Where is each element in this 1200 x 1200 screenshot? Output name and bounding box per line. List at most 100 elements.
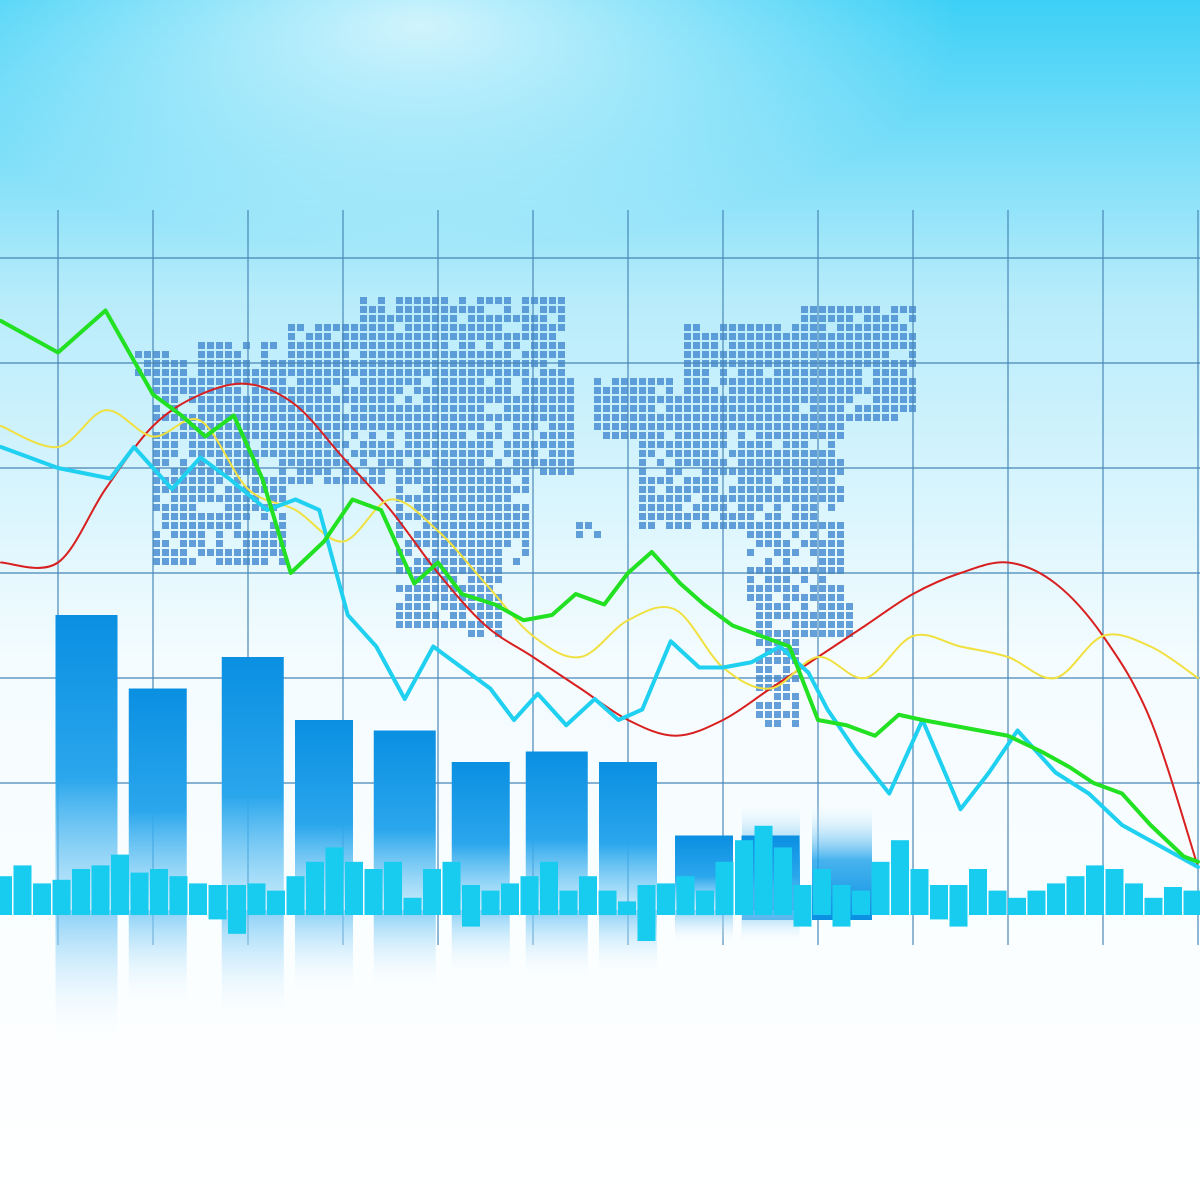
map-dot <box>531 324 538 331</box>
map-dot <box>396 306 403 313</box>
map-dot <box>315 459 322 466</box>
map-dot <box>396 405 403 412</box>
map-dot <box>765 432 772 439</box>
map-dot <box>189 513 196 520</box>
map-dot <box>423 297 430 304</box>
map-dot <box>171 468 178 475</box>
map-dot <box>459 477 466 484</box>
map-dot <box>495 504 502 511</box>
map-dot <box>297 477 304 484</box>
map-dot <box>765 666 772 673</box>
map-dot <box>369 414 376 421</box>
map-dot <box>774 540 781 547</box>
map-dot <box>765 684 772 691</box>
map-dot <box>405 342 412 349</box>
map-dot <box>801 612 808 619</box>
map-dot <box>801 540 808 547</box>
map-dot <box>684 369 691 376</box>
map-dot <box>441 396 448 403</box>
map-dot <box>810 477 817 484</box>
map-dot <box>657 414 664 421</box>
map-dot <box>414 585 421 592</box>
map-dot <box>486 324 493 331</box>
map-dot <box>261 369 268 376</box>
volume-bar <box>735 840 753 915</box>
map-dot <box>405 441 412 448</box>
map-dot <box>279 486 286 493</box>
map-dot <box>765 567 772 574</box>
map-dot <box>306 378 313 385</box>
map-dot <box>792 585 799 592</box>
map-dot <box>414 594 421 601</box>
volume-bar <box>1125 883 1143 915</box>
map-dot <box>234 441 241 448</box>
map-dot <box>864 324 871 331</box>
map-dot <box>468 369 475 376</box>
map-dot <box>468 405 475 412</box>
map-dot <box>243 369 250 376</box>
map-dot <box>765 324 772 331</box>
map-dot <box>324 405 331 412</box>
map-dot <box>432 324 439 331</box>
map-dot <box>243 378 250 385</box>
map-dot <box>477 486 484 493</box>
map-dot <box>450 477 457 484</box>
map-dot <box>801 441 808 448</box>
map-dot <box>558 315 565 322</box>
map-dot <box>684 495 691 502</box>
map-dot <box>279 378 286 385</box>
map-dot <box>747 459 754 466</box>
map-dot <box>549 459 556 466</box>
map-dot <box>360 396 367 403</box>
map-dot <box>774 567 781 574</box>
map-dot <box>288 414 295 421</box>
map-dot <box>441 450 448 457</box>
map-dot <box>162 513 169 520</box>
series-line <box>0 409 1199 690</box>
map-dot <box>837 585 844 592</box>
map-dot <box>423 513 430 520</box>
map-dot <box>774 612 781 619</box>
map-dot <box>774 342 781 349</box>
map-dot <box>828 486 835 493</box>
map-dot <box>387 342 394 349</box>
map-dot <box>639 459 646 466</box>
map-dot <box>792 495 799 502</box>
map-dot <box>594 387 601 394</box>
map-dot <box>216 450 223 457</box>
map-dot <box>441 297 448 304</box>
map-dot <box>747 504 754 511</box>
map-dot <box>414 324 421 331</box>
map-dot <box>486 468 493 475</box>
map-dot <box>423 342 430 349</box>
map-dot <box>621 396 628 403</box>
map-dot <box>423 468 430 475</box>
map-dot <box>441 477 448 484</box>
map-dot <box>297 396 304 403</box>
map-dot <box>783 441 790 448</box>
volume-bar <box>813 869 831 915</box>
map-dot <box>486 450 493 457</box>
map-dot <box>549 432 556 439</box>
map-dot <box>360 459 367 466</box>
map-dot <box>792 378 799 385</box>
map-dot <box>540 405 547 412</box>
map-dot <box>522 333 529 340</box>
map-dot <box>333 450 340 457</box>
map-dot <box>162 549 169 556</box>
map-dot <box>432 441 439 448</box>
map-dot <box>198 531 205 538</box>
map-dot <box>513 396 520 403</box>
map-dot <box>342 351 349 358</box>
map-dot <box>819 405 826 412</box>
map-dot <box>783 477 790 484</box>
map-dot <box>153 531 160 538</box>
map-dot <box>747 495 754 502</box>
map-dot <box>756 459 763 466</box>
map-dot <box>531 333 538 340</box>
map-dot <box>765 657 772 664</box>
map-dot <box>756 666 763 673</box>
map-dot <box>432 594 439 601</box>
map-dot <box>234 477 241 484</box>
map-dot <box>495 621 502 628</box>
